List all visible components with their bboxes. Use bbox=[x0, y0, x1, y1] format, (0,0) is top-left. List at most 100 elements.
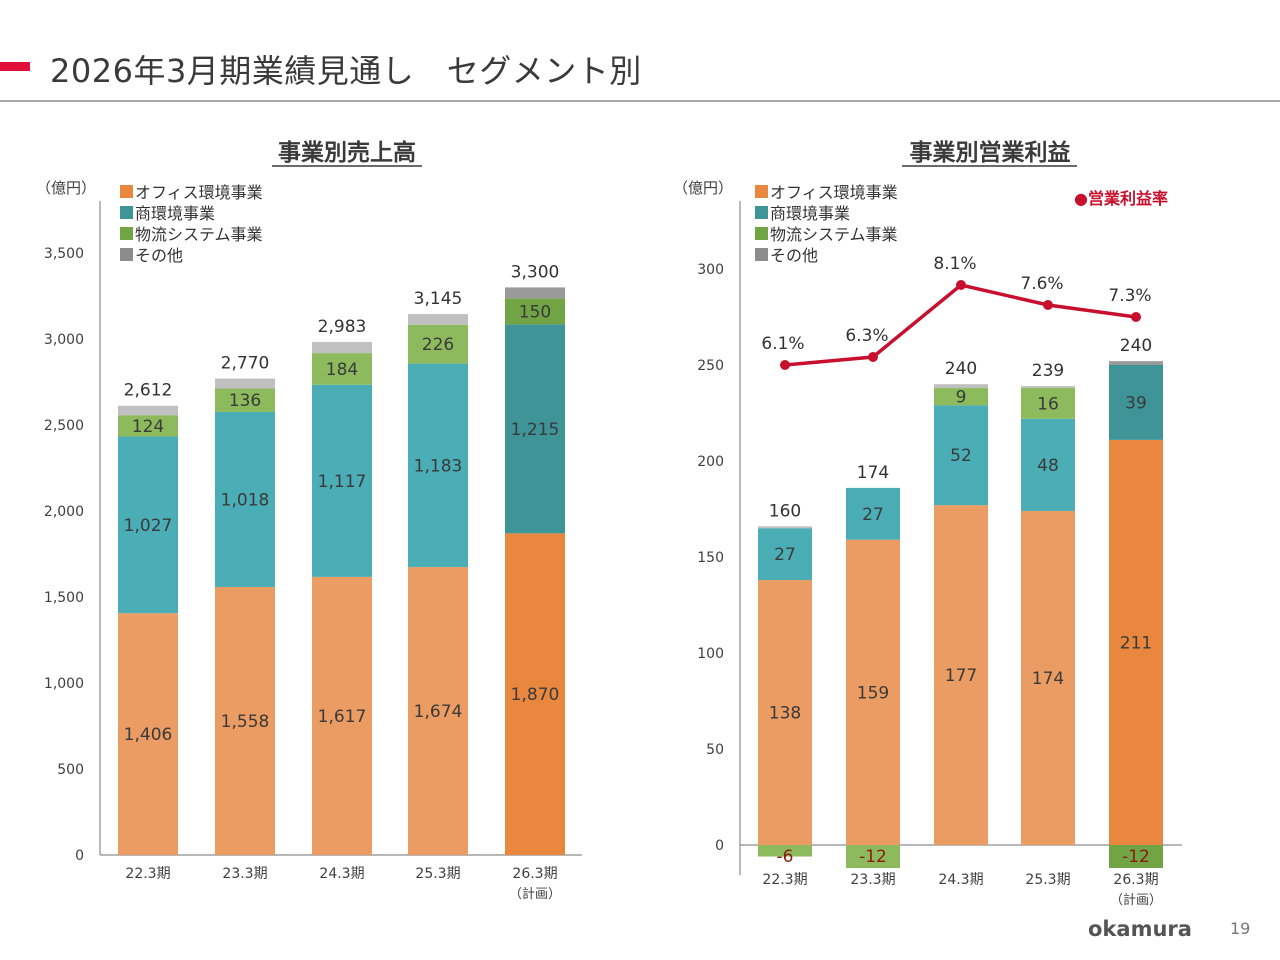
legend-label: その他 bbox=[770, 246, 818, 265]
legend-swatch-0 bbox=[120, 185, 133, 198]
segment-value-label: 124 bbox=[132, 417, 164, 437]
category-label: 25.3期 bbox=[415, 866, 460, 882]
segment-value-label: -12 bbox=[1122, 847, 1150, 867]
bar-segment-logistics bbox=[934, 388, 988, 406]
y-tick-label: 50 bbox=[706, 742, 724, 758]
y-tick-label: 0 bbox=[75, 848, 84, 864]
segment-value-label: 184 bbox=[326, 360, 358, 380]
total-value-label: 3,145 bbox=[414, 289, 463, 309]
bar-segment-store bbox=[1021, 418, 1075, 511]
category-label: 22.3期 bbox=[762, 872, 807, 888]
legend-label: 物流システム事業 bbox=[770, 225, 898, 244]
rate-line-layer: 6.1% 6.3% 8.1% 7.6% 7.3% bbox=[761, 254, 1152, 370]
rate-point bbox=[1131, 312, 1141, 322]
bar-segment-logistics bbox=[118, 415, 178, 437]
bar-segment-logistics bbox=[758, 845, 812, 857]
sales-unit-label: （億円） bbox=[36, 179, 96, 197]
legend-swatch-1 bbox=[120, 206, 133, 219]
segment-value-label: 27 bbox=[862, 505, 884, 525]
bar-segment-other bbox=[1021, 386, 1075, 389]
rate-point bbox=[780, 360, 790, 370]
segment-value-label: 174 bbox=[1032, 669, 1064, 689]
bar-segment-office bbox=[934, 505, 988, 845]
bar-segment-other bbox=[505, 287, 565, 299]
sales-axis: 0 500 1,000 1,500 2,000 2,500 3,000 3,500 bbox=[44, 201, 582, 864]
bar-segment-logistics bbox=[408, 324, 468, 364]
bar-segment-other bbox=[1109, 361, 1163, 365]
legend-swatch-3 bbox=[755, 248, 768, 261]
bar-segment-logistics bbox=[846, 845, 900, 869]
y-tick-label: 2,500 bbox=[44, 418, 84, 434]
bar-segment-store bbox=[312, 384, 372, 577]
bar-segment-office bbox=[758, 580, 812, 845]
segment-value-label: 1,018 bbox=[221, 490, 270, 510]
segment-value-label: 150 bbox=[519, 302, 551, 322]
category-label: 24.3期 bbox=[938, 872, 983, 888]
category-label: 26.3期 bbox=[1113, 872, 1158, 888]
legend-swatch-3 bbox=[120, 248, 133, 261]
total-value-label: 2,612 bbox=[124, 381, 173, 401]
legend-swatch-2 bbox=[120, 227, 133, 240]
legend-swatch-0 bbox=[755, 185, 768, 198]
rate-value-label: 7.3% bbox=[1108, 286, 1151, 306]
plan-note-label: （計画） bbox=[509, 886, 561, 902]
profit-unit-label: （億円） bbox=[673, 179, 733, 197]
profit-chart-title: 事業別営業利益 bbox=[910, 139, 1071, 166]
rate-point bbox=[956, 280, 966, 290]
legend-label: 物流システム事業 bbox=[135, 225, 263, 244]
bar-segment-store bbox=[758, 528, 812, 581]
sales-chart-title: 事業別売上高 bbox=[278, 139, 416, 166]
bar-segment-other bbox=[408, 314, 468, 325]
segment-value-label: 1,558 bbox=[221, 712, 270, 732]
segment-value-label: 159 bbox=[857, 683, 889, 703]
segment-value-label: 1,215 bbox=[511, 420, 560, 440]
page-title: 2026年3月期業績見通し セグメント別 bbox=[50, 52, 642, 90]
segment-value-label: 39 bbox=[1125, 393, 1147, 413]
category-label: 22.3期 bbox=[125, 866, 170, 882]
bar-segment-store bbox=[1109, 365, 1163, 440]
rate-point bbox=[1043, 300, 1053, 310]
category-label: 23.3期 bbox=[850, 872, 895, 888]
page-number: 19 bbox=[1230, 919, 1251, 938]
plan-note-label: （計画） bbox=[1110, 892, 1162, 908]
y-tick-label: 3,500 bbox=[44, 246, 84, 262]
segment-value-label: 1,870 bbox=[511, 685, 560, 705]
segment-value-label: 1,027 bbox=[124, 516, 173, 536]
segment-value-label: 226 bbox=[422, 335, 454, 355]
segment-value-label: 1,406 bbox=[124, 725, 173, 745]
total-value-label: 240 bbox=[1120, 336, 1152, 356]
bar-segment-store bbox=[408, 363, 468, 568]
legend-label: 商環境事業 bbox=[770, 204, 850, 223]
segment-value-label: 52 bbox=[950, 446, 972, 466]
total-value-label: 240 bbox=[945, 359, 977, 379]
bar-segment-office bbox=[846, 539, 900, 845]
bar-segment-logistics bbox=[1109, 845, 1163, 869]
bar-segment-other bbox=[312, 341, 372, 354]
rate-point bbox=[868, 352, 878, 362]
profit-bars: 138 27 -6 160 22.3期 159 27 -12 174 23.3期 177 52 9 240… bbox=[758, 336, 1163, 908]
y-tick-label: 1,500 bbox=[44, 590, 84, 606]
category-label: 26.3期 bbox=[512, 866, 557, 882]
bar-segment-logistics bbox=[215, 388, 275, 412]
bar-segment-other bbox=[758, 526, 812, 529]
total-value-label: 3,300 bbox=[511, 262, 560, 282]
segment-value-label: 27 bbox=[774, 545, 796, 565]
bar-segment-logistics bbox=[1021, 388, 1075, 419]
category-label: 24.3期 bbox=[319, 866, 364, 882]
y-tick-label: 3,000 bbox=[44, 332, 84, 348]
bar-segment-other bbox=[934, 384, 988, 389]
y-tick-label: 300 bbox=[697, 262, 724, 278]
bar-segment-store bbox=[215, 411, 275, 588]
bar-segment-logistics bbox=[312, 353, 372, 385]
category-label: 25.3期 bbox=[1025, 872, 1070, 888]
category-label: 23.3期 bbox=[222, 866, 267, 882]
legend-swatch-1 bbox=[755, 206, 768, 219]
legend-label: 商環境事業 bbox=[135, 204, 215, 223]
y-tick-label: 0 bbox=[715, 838, 724, 854]
y-tick-label: 100 bbox=[697, 646, 724, 662]
bar-segment-store bbox=[505, 324, 565, 534]
bar-segment-office bbox=[505, 533, 565, 855]
